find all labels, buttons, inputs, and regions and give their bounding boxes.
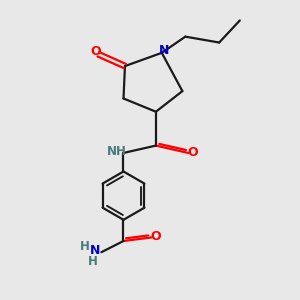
Text: H: H <box>88 255 98 268</box>
Text: O: O <box>188 146 198 159</box>
Text: NH: NH <box>107 145 127 158</box>
Text: N: N <box>159 44 169 57</box>
Text: H: H <box>80 240 89 254</box>
Text: O: O <box>151 230 161 243</box>
Text: N: N <box>90 244 101 257</box>
Text: O: O <box>91 45 101 58</box>
